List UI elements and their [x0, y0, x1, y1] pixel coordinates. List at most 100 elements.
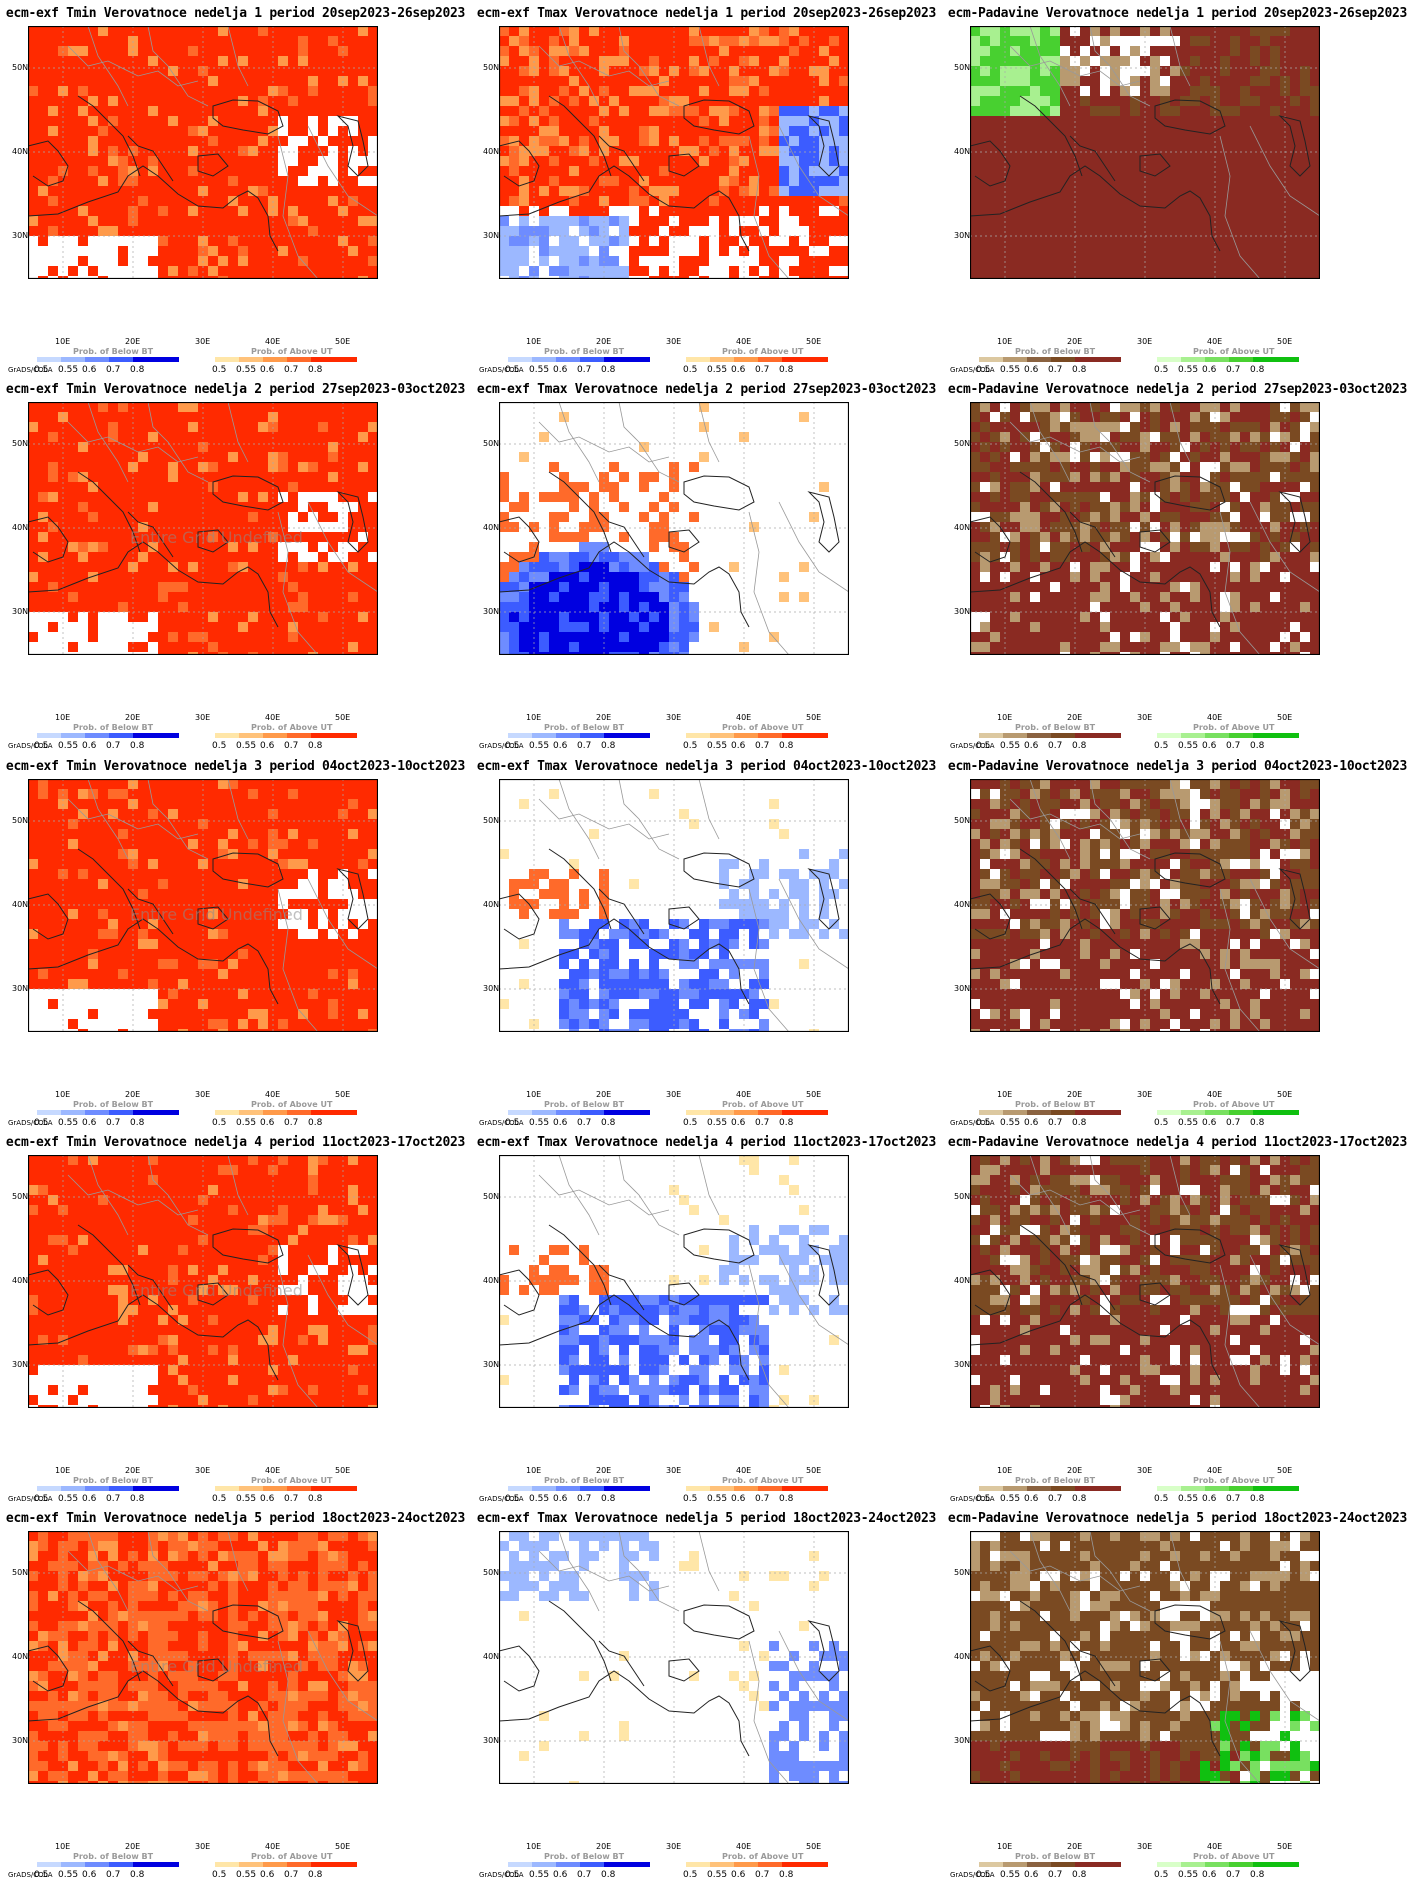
panel-title: ecm-exf Tmax Verovatnoce nedelja 5 perio…	[476, 1511, 937, 1526]
colorbar-swatch	[1051, 357, 1075, 362]
colorbar-swatch	[508, 733, 532, 738]
colorbar-tick: 0.5	[212, 741, 227, 751]
colorbar-label: Prob. of Below BT	[1015, 723, 1096, 732]
colorbar-tick: 0.6	[553, 1870, 568, 1880]
longitude-tick: 40E	[1207, 1842, 1223, 1851]
panel-title: ecm-exf Tmax Verovatnoce nedelja 4 perio…	[476, 1135, 937, 1150]
colorbar-tick: 0.8	[1250, 741, 1265, 751]
colorbar-swatch	[215, 357, 239, 362]
colorbar-swatch	[1051, 733, 1075, 738]
colorbar-tick: 0.8	[1072, 741, 1087, 751]
colorbar-label: Prob. of Below BT	[544, 1852, 625, 1861]
colorbar-label: Prob. of Above UT	[251, 1852, 333, 1861]
colorbar-swatch	[311, 1862, 357, 1867]
colorbar-precip-above: Prob. of Above UT 0.5 0.55 0.6 0.7 0.8	[1154, 1474, 1307, 1508]
longitude-tick: 30E	[666, 337, 682, 346]
colorbar-tick: 0.8	[130, 741, 145, 751]
coastlines	[499, 779, 849, 1032]
latitude-tick: 40N	[12, 147, 29, 156]
colorbar-swatch	[1157, 1862, 1181, 1867]
map-frame	[28, 779, 378, 1032]
colorbar-temp-above: Prob. of Above UT 0.5 0.55 0.6 0.7 0.8	[683, 1850, 836, 1884]
colorbar-swatch	[215, 1110, 239, 1115]
colorbar-tick: 0.5	[683, 1118, 698, 1128]
colorbar-tick: 0.55	[236, 1870, 257, 1880]
grads-credit: GrADS/COLA	[950, 1119, 995, 1127]
colorbar-tick: 0.55	[236, 741, 257, 751]
colorbar-tick: 0.55	[58, 365, 79, 375]
colorbar-swatch	[109, 733, 133, 738]
colorbar-tick: 0.8	[308, 1870, 323, 1880]
colorbar-tick: 0.5	[683, 365, 698, 375]
grads-credit: GrADS/COLA	[479, 366, 524, 374]
latitude-tick: 30N	[483, 607, 500, 616]
graticule	[499, 1531, 849, 1784]
colorbar-swatch	[133, 1486, 179, 1491]
colorbar-tick: 0.5	[212, 365, 227, 375]
colorbar-swatch	[686, 733, 710, 738]
colorbar-label: Prob. of Above UT	[251, 347, 333, 356]
colorbar-temp-above: Prob. of Above UT 0.5 0.55 0.6 0.7 0.8	[683, 1474, 836, 1508]
colorbar-precip-below: Prob. of Below BT 0.5 0.55 0.6 0.7 0.8	[976, 721, 1129, 755]
longitude-tick: 30E	[195, 337, 211, 346]
coastlines	[28, 779, 378, 1032]
colorbar-swatch	[1051, 1110, 1075, 1115]
colorbar-tick: 0.8	[1072, 1870, 1087, 1880]
colorbar-swatch	[1157, 357, 1181, 362]
latitude-tick: 40N	[483, 523, 500, 532]
map-frame	[499, 779, 849, 1032]
colorbar-swatch	[686, 1862, 710, 1867]
colorbar-swatch	[133, 1862, 179, 1867]
longitude-tick: 30E	[666, 1466, 682, 1475]
longitude-tick: 50E	[1277, 1090, 1293, 1099]
graticule	[499, 402, 849, 655]
longitude-tick: 50E	[806, 1090, 822, 1099]
longitude-tick: 10E	[55, 713, 71, 722]
colorbar-swatch	[604, 1486, 650, 1491]
colorbar-tick: 0.6	[82, 1494, 97, 1504]
colorbar-label: Prob. of Below BT	[1015, 1852, 1096, 1861]
colorbar-swatch	[758, 1110, 782, 1115]
colorbar-tick: 0.6	[82, 741, 97, 751]
colorbar-swatch	[1051, 1862, 1075, 1867]
colorbar-label: Prob. of Below BT	[544, 1100, 625, 1109]
colorbar-tick: 0.7	[106, 741, 121, 751]
colorbar-swatch	[215, 1486, 239, 1491]
longitude-tick: 40E	[736, 1466, 752, 1475]
latitude-tick: 30N	[12, 231, 29, 240]
colorbar-swatch	[61, 1486, 85, 1491]
latitude-tick: 50N	[483, 1568, 500, 1577]
colorbar-tick: 0.6	[1202, 1494, 1217, 1504]
colorbar-tick: 0.7	[284, 1118, 299, 1128]
colorbar-tick: 0.8	[308, 1118, 323, 1128]
colorbar-swatch	[1075, 357, 1121, 362]
map-frame	[499, 402, 849, 655]
colorbar-tick: 0.7	[1048, 365, 1063, 375]
colorbar-tick: 0.6	[1024, 1870, 1039, 1880]
longitude-tick: 30E	[1137, 1466, 1153, 1475]
colorbar-tick: 0.5	[34, 365, 49, 375]
colorbar-precip-below: Prob. of Below BT 0.5 0.55 0.6 0.7 0.8	[976, 1098, 1129, 1132]
colorbar-tick: 0.8	[601, 741, 616, 751]
longitude-tick: 30E	[195, 1090, 211, 1099]
map-frame	[970, 26, 1320, 279]
colorbar-tick: 0.5	[683, 1494, 698, 1504]
colorbar-tick: 0.5	[34, 1494, 49, 1504]
colorbar-tick: 0.7	[106, 1118, 121, 1128]
longitude-tick: 20E	[596, 1466, 612, 1475]
colorbar-tick: 0.6	[260, 365, 275, 375]
colorbar-tick: 0.55	[1000, 1494, 1021, 1504]
longitude-tick: 20E	[596, 1842, 612, 1851]
colorbar-tick: 0.6	[1202, 1118, 1217, 1128]
longitude-tick: 20E	[125, 337, 141, 346]
colorbar-tick: 0.6	[1024, 1118, 1039, 1128]
colorbar-swatch	[556, 357, 580, 362]
latitude-tick: 40N	[954, 523, 971, 532]
colorbar-temp-below: Prob. of Below BT 0.5 0.55 0.6 0.7 0.8	[34, 345, 187, 379]
colorbar-tick: 0.6	[731, 741, 746, 751]
colorbar-swatch	[1229, 733, 1253, 738]
colorbar-tick: 0.8	[1072, 1118, 1087, 1128]
colorbar-swatch	[734, 1110, 758, 1115]
latitude-tick: 30N	[12, 1736, 29, 1745]
latitude-tick: 40N	[954, 1276, 971, 1285]
